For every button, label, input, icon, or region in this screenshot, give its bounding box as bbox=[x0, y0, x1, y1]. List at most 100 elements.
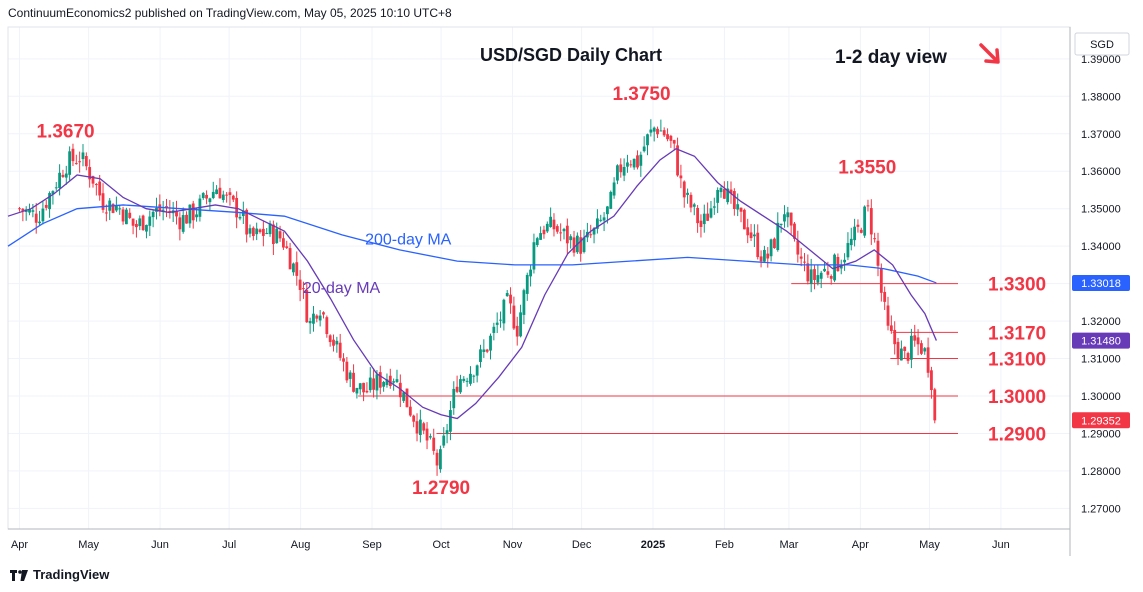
candle-body bbox=[886, 305, 890, 326]
candle-body bbox=[385, 379, 389, 386]
candle-body bbox=[923, 348, 927, 352]
candle-body bbox=[251, 227, 255, 236]
candle-body bbox=[362, 382, 365, 393]
candle-body bbox=[920, 343, 923, 354]
y-tick-label: 1.37000 bbox=[1081, 129, 1121, 141]
candle-body bbox=[54, 187, 58, 189]
publisher-header: ContinuumEconomics2 published on Trading… bbox=[8, 6, 452, 20]
candle-body bbox=[181, 215, 185, 232]
x-tick-label: Jul bbox=[222, 539, 236, 551]
candle-body bbox=[836, 256, 840, 272]
candle-body bbox=[128, 212, 132, 218]
candle-body bbox=[699, 220, 703, 227]
candle-body bbox=[903, 346, 907, 351]
y-tick-label: 1.31000 bbox=[1081, 354, 1121, 366]
candle-body bbox=[549, 216, 553, 228]
candle-body bbox=[425, 428, 429, 441]
candle-body bbox=[826, 271, 830, 275]
candle-body bbox=[352, 372, 355, 392]
candle-body bbox=[375, 374, 379, 391]
candle-body bbox=[662, 130, 666, 136]
candle-body bbox=[916, 337, 920, 345]
candle-body bbox=[519, 312, 522, 337]
candle-body bbox=[709, 208, 713, 218]
candle-body bbox=[632, 158, 636, 168]
candle-body bbox=[869, 208, 873, 235]
ma-label: 20-day MA bbox=[303, 280, 381, 297]
level-label: 1.3170 bbox=[988, 323, 1046, 344]
candle-body bbox=[432, 437, 436, 451]
candle-body bbox=[228, 192, 232, 196]
candle-body bbox=[265, 232, 269, 234]
candle-body bbox=[489, 335, 492, 351]
candle-body bbox=[114, 206, 118, 211]
candle-body bbox=[642, 146, 646, 152]
candles bbox=[18, 119, 937, 476]
candle-body bbox=[863, 206, 867, 236]
price-tag-label: 1.31480 bbox=[1081, 336, 1121, 348]
candle-body bbox=[365, 390, 369, 393]
candle-body bbox=[335, 340, 339, 345]
y-tick-label: 1.35000 bbox=[1081, 204, 1121, 216]
candle-body bbox=[626, 162, 629, 167]
candle-body bbox=[716, 189, 720, 203]
candle-body bbox=[161, 209, 165, 211]
candle-body bbox=[302, 288, 305, 290]
candle-body bbox=[412, 415, 416, 422]
y-tick-label: 1.27000 bbox=[1081, 503, 1121, 515]
candle-body bbox=[722, 189, 726, 199]
candle-body bbox=[659, 130, 663, 132]
plot-frame bbox=[7, 26, 1071, 530]
candle-body bbox=[669, 135, 673, 141]
candle-body bbox=[606, 206, 609, 215]
candle-body bbox=[666, 134, 669, 140]
candle-body bbox=[428, 436, 432, 438]
candle-body bbox=[899, 348, 903, 361]
candle-body bbox=[485, 349, 489, 352]
candle-body bbox=[913, 335, 917, 341]
tradingview-logo-icon bbox=[10, 569, 28, 581]
candle-body bbox=[796, 240, 800, 255]
candle-body bbox=[271, 224, 275, 245]
x-tick-label: May bbox=[919, 539, 940, 551]
candle-body bbox=[51, 191, 55, 195]
candle-body bbox=[823, 268, 826, 272]
tradingview-brand[interactable]: TradingView bbox=[10, 567, 109, 582]
candle-body bbox=[348, 372, 352, 379]
price-tag-box bbox=[1072, 274, 1130, 291]
candle-body bbox=[61, 174, 65, 177]
y-tick-label: 1.29000 bbox=[1081, 428, 1121, 440]
candle-body bbox=[235, 197, 239, 218]
candle-body bbox=[165, 206, 168, 208]
candle-body bbox=[74, 163, 78, 165]
candle-body bbox=[372, 378, 375, 390]
candle-body bbox=[268, 223, 272, 235]
candle-body bbox=[288, 248, 292, 270]
x-tick-label: Jun bbox=[992, 539, 1010, 551]
currency-label[interactable]: SGD bbox=[1090, 39, 1114, 51]
candle-body bbox=[559, 232, 563, 234]
candle-body bbox=[258, 229, 262, 233]
x-tick-label: Sep bbox=[362, 539, 382, 551]
candle-body bbox=[616, 165, 619, 181]
candle-body bbox=[759, 256, 763, 262]
candle-body bbox=[462, 378, 466, 381]
candle-body bbox=[909, 335, 913, 360]
candle-body bbox=[752, 234, 756, 237]
candle-body bbox=[609, 191, 613, 209]
x-tick-label: Feb bbox=[715, 539, 734, 551]
candle-body bbox=[532, 242, 536, 270]
level-label: 1.3100 bbox=[988, 350, 1046, 371]
candle-body bbox=[652, 127, 656, 132]
price-tag-box bbox=[1072, 412, 1130, 429]
candle-body bbox=[88, 167, 92, 180]
y-tick-label: 1.39000 bbox=[1081, 54, 1121, 66]
candle-body bbox=[829, 275, 833, 279]
x-tick-label: Apr bbox=[11, 539, 28, 551]
candle-body bbox=[512, 305, 516, 329]
candle-body bbox=[806, 263, 810, 282]
candle-body bbox=[552, 219, 556, 230]
candle-body bbox=[175, 210, 178, 217]
candle-body bbox=[756, 232, 760, 258]
